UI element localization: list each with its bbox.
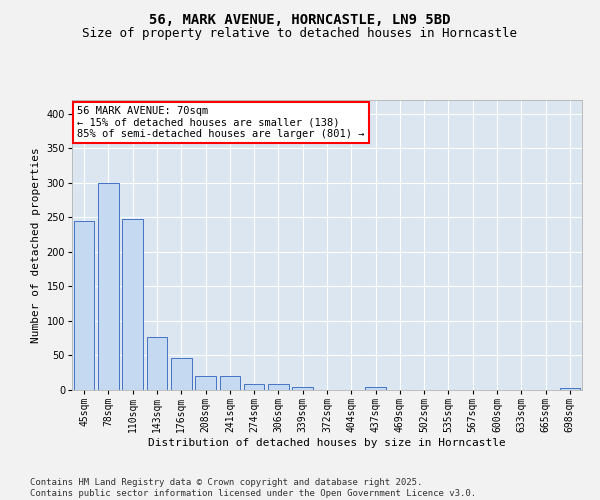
Bar [74, 221, 94, 390]
Bar [365, 387, 386, 390]
Text: Contains HM Land Registry data © Crown copyright and database right 2025.
Contai: Contains HM Land Registry data © Crown c… [30, 478, 476, 498]
Bar [292, 386, 313, 390]
Bar [560, 388, 580, 390]
Bar [220, 376, 240, 390]
Bar [146, 337, 167, 390]
Bar [98, 183, 119, 390]
Bar [171, 358, 191, 390]
Text: 56, MARK AVENUE, HORNCASTLE, LN9 5BD: 56, MARK AVENUE, HORNCASTLE, LN9 5BD [149, 12, 451, 26]
X-axis label: Distribution of detached houses by size in Horncastle: Distribution of detached houses by size … [148, 438, 506, 448]
Text: Size of property relative to detached houses in Horncastle: Size of property relative to detached ho… [83, 28, 517, 40]
Bar [268, 384, 289, 390]
Bar [122, 219, 143, 390]
Text: 56 MARK AVENUE: 70sqm
← 15% of detached houses are smaller (138)
85% of semi-det: 56 MARK AVENUE: 70sqm ← 15% of detached … [77, 106, 365, 139]
Y-axis label: Number of detached properties: Number of detached properties [31, 147, 41, 343]
Bar [195, 376, 216, 390]
Bar [244, 384, 265, 390]
